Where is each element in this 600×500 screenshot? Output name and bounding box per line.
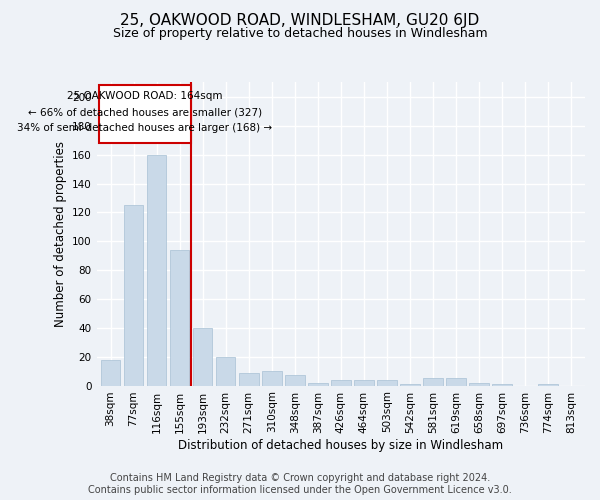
Y-axis label: Number of detached properties: Number of detached properties xyxy=(53,141,67,327)
Bar xyxy=(469,382,489,386)
Bar xyxy=(216,356,235,386)
Bar xyxy=(262,371,281,386)
Bar xyxy=(492,384,512,386)
Bar xyxy=(400,384,420,386)
Bar xyxy=(147,154,166,386)
Bar xyxy=(446,378,466,386)
Bar xyxy=(538,384,558,386)
Bar xyxy=(124,205,143,386)
Bar xyxy=(170,250,190,386)
Bar xyxy=(239,372,259,386)
Bar xyxy=(101,360,121,386)
FancyBboxPatch shape xyxy=(99,86,191,143)
Text: ← 66% of detached houses are smaller (327): ← 66% of detached houses are smaller (32… xyxy=(28,107,262,117)
Text: 25, OAKWOOD ROAD, WINDLESHAM, GU20 6JD: 25, OAKWOOD ROAD, WINDLESHAM, GU20 6JD xyxy=(121,12,479,28)
Bar xyxy=(193,328,212,386)
Text: 34% of semi-detached houses are larger (168) →: 34% of semi-detached houses are larger (… xyxy=(17,123,272,133)
Text: Contains HM Land Registry data © Crown copyright and database right 2024.
Contai: Contains HM Land Registry data © Crown c… xyxy=(88,474,512,495)
Bar xyxy=(331,380,350,386)
Bar xyxy=(285,376,305,386)
Bar xyxy=(377,380,397,386)
Text: Size of property relative to detached houses in Windlesham: Size of property relative to detached ho… xyxy=(113,28,487,40)
Text: 25 OAKWOOD ROAD: 164sqm: 25 OAKWOOD ROAD: 164sqm xyxy=(67,91,223,101)
X-axis label: Distribution of detached houses by size in Windlesham: Distribution of detached houses by size … xyxy=(178,440,503,452)
Bar xyxy=(423,378,443,386)
Bar xyxy=(354,380,374,386)
Bar xyxy=(308,382,328,386)
